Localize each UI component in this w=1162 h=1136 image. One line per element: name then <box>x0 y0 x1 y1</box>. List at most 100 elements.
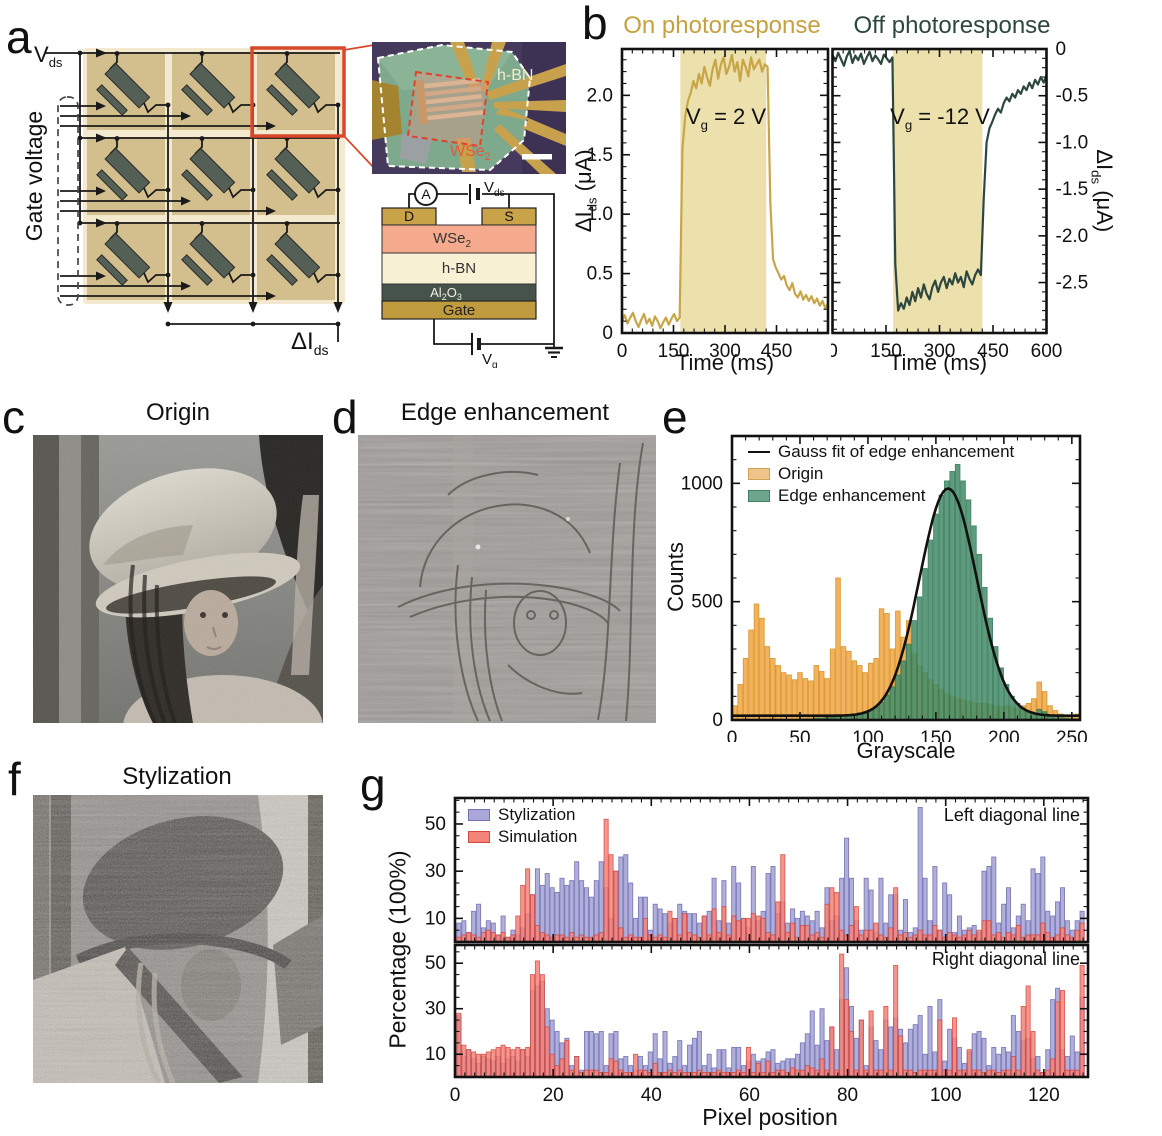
histogram-chart: 0 50 100 150 200 250 0 500 1000 <box>681 434 1088 742</box>
svg-text:2.0: 2.0 <box>587 85 613 106</box>
histogram-legend: Gauss fit of edge enhancement Origin Edg… <box>748 441 1014 507</box>
gate-layer <box>381 300 537 320</box>
legend-item-edge: Edge enhancement <box>748 485 1014 507</box>
legend-item-stylization: Stylization <box>468 804 577 826</box>
svg-text:10: 10 <box>425 908 446 929</box>
svg-text:0: 0 <box>1056 40 1067 60</box>
wse2-label: WSe2 <box>450 143 491 163</box>
stylization-swatch-icon <box>468 809 490 821</box>
svg-text:200: 200 <box>988 728 1020 742</box>
origin-swatch-icon <box>748 468 770 480</box>
svg-text:0.5: 0.5 <box>587 264 613 285</box>
gate-voltage-label: Gate voltage <box>21 111 47 241</box>
svg-text:0: 0 <box>727 728 738 742</box>
al2o3-layer-label: Al2O3 <box>430 285 462 302</box>
gate-bus-dashed <box>57 96 79 306</box>
gauss-fit-line-icon <box>748 451 770 453</box>
svg-text:20: 20 <box>543 1085 564 1106</box>
svg-text:1.5: 1.5 <box>587 145 613 166</box>
svg-text:0: 0 <box>617 341 628 362</box>
svg-text:80: 80 <box>837 1085 858 1106</box>
panel-a-letter: a <box>6 11 32 63</box>
stylization-title: Stylization <box>122 763 232 790</box>
svg-text:60: 60 <box>739 1085 760 1106</box>
origin-image <box>33 435 323 723</box>
svg-text:0: 0 <box>712 710 723 731</box>
right-diagonal-chart: 0 20 40 60 80 100 120 10 30 50 <box>425 943 1090 1106</box>
counts-ylabel: Counts <box>663 542 688 612</box>
svg-text:30: 30 <box>425 999 446 1020</box>
svg-text:-2.0: -2.0 <box>1056 226 1089 247</box>
svg-text:-1.0: -1.0 <box>1056 132 1089 153</box>
array-arrowheads <box>77 48 343 327</box>
on-photoresponse-chart: 0 150 300 450 0 0.5 1.0 1.5 2.0 <box>587 47 830 362</box>
left-diagonal-chart: 10 30 50 <box>425 796 1090 944</box>
highlight-box <box>250 46 346 138</box>
delta-ids-label: ΔIds <box>291 328 329 358</box>
panel-b-letter: b <box>582 0 608 49</box>
svg-text:300: 300 <box>709 341 741 362</box>
svg-text:250: 250 <box>1056 728 1088 742</box>
wse2-layer <box>381 224 537 254</box>
vg-off-annotation: Vg = -12 V <box>890 104 990 133</box>
svg-text:0: 0 <box>450 1085 461 1106</box>
simulation-swatch-icon <box>468 831 490 843</box>
legend-item-origin: Origin <box>748 463 1014 485</box>
b-right-ylabel: ΔIds (μA) <box>1088 149 1117 233</box>
vg-circuit-label: Vg <box>482 351 498 368</box>
legend-item-simulation: Simulation <box>468 826 577 848</box>
svg-text:450: 450 <box>761 341 793 362</box>
wse2-outline-dashed <box>406 70 490 148</box>
svg-text:300: 300 <box>924 341 956 362</box>
svg-text:50: 50 <box>789 728 810 742</box>
highlight-leader-lines <box>343 44 377 171</box>
hbn-label: h-BN <box>497 67 533 84</box>
svg-text:-0.5: -0.5 <box>1056 86 1089 107</box>
b-right-xlabel: Time (ms) <box>888 350 988 375</box>
svg-text:50: 50 <box>425 814 446 835</box>
panel-e-letter: e <box>662 391 688 443</box>
edge-enhancement-image <box>358 435 656 723</box>
svg-text:120: 120 <box>1028 1085 1060 1106</box>
circuit-wires <box>408 193 555 345</box>
panel-f-letter: f <box>8 753 21 805</box>
wse2-layer-label: WSe2 <box>433 230 472 250</box>
svg-text:500: 500 <box>691 592 723 613</box>
svg-text:0: 0 <box>831 341 838 362</box>
vg-on-annotation: Vg = 2 V <box>685 104 767 133</box>
edge-swatch-icon <box>748 490 770 502</box>
hbn-layer-label: h-BN <box>442 260 476 277</box>
svg-text:450: 450 <box>977 341 1009 362</box>
gold-electrodes <box>450 42 566 174</box>
off-photoresponse-chart: 0 150 300 450 600 0 -0.5 -1.0 -1.5 -2.0 -2.5 <box>831 40 1089 362</box>
panel-a-array-schematic: Vds Gate voltage ΔIds <box>21 42 377 358</box>
svg-text:10: 10 <box>425 1044 446 1065</box>
ground-icon <box>545 342 563 358</box>
pixel-position-xlabel: Pixel position <box>702 1104 838 1130</box>
svg-text:40: 40 <box>641 1085 662 1106</box>
svg-text:600: 600 <box>1031 341 1063 362</box>
panel-c-letter: c <box>2 391 25 443</box>
vds-circuit-label: Vds <box>484 179 505 199</box>
b-left-xlabel: Time (ms) <box>675 350 775 375</box>
device-cross-section: A Vds D S WSe2 h-BN Al2O3 Gate Vg <box>381 179 563 368</box>
gate-layer-label: Gate <box>443 302 476 319</box>
b-left-ylabel: ΔIds (μA) <box>571 149 600 233</box>
hbn-layer <box>381 252 537 285</box>
vds-label: Vds <box>34 42 63 70</box>
on-photoresponse-title: On photoresponse <box>623 12 821 39</box>
channel-fingers <box>415 78 484 125</box>
stylization-image <box>33 795 323 1083</box>
percentage-ylabel: Percentage (100%) <box>384 850 411 1049</box>
panel-g-letter: g <box>360 759 386 811</box>
origin-title: Origin <box>145 399 211 426</box>
svg-text:150: 150 <box>870 341 902 362</box>
scale-bar <box>522 154 552 160</box>
svg-text:1000: 1000 <box>681 473 723 494</box>
svg-text:100: 100 <box>852 728 884 742</box>
svg-text:-1.5: -1.5 <box>1056 179 1089 200</box>
svg-text:50: 50 <box>425 953 446 974</box>
svg-text:0: 0 <box>602 323 613 344</box>
svg-text:-2.5: -2.5 <box>1056 273 1089 294</box>
off-photoresponse-title: Off photoresponse <box>853 12 1051 39</box>
